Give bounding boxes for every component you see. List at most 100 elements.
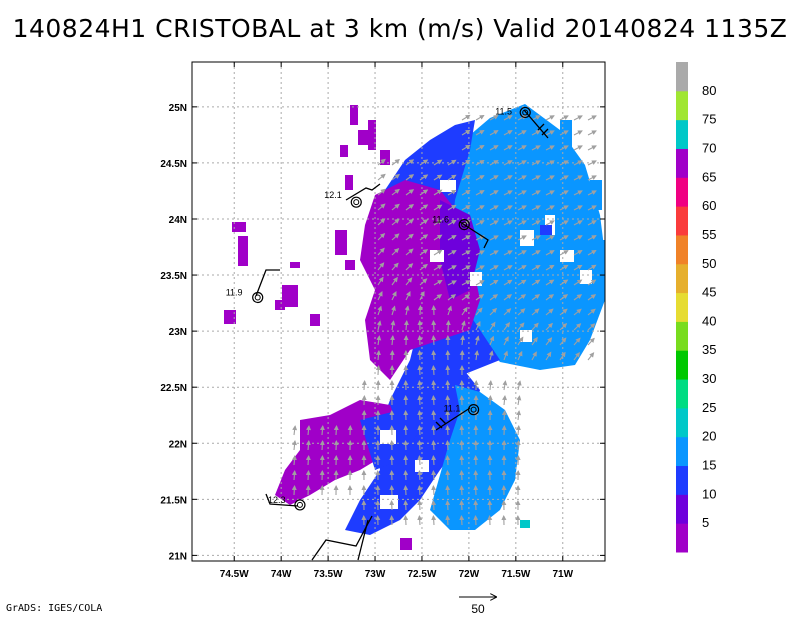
wind-vector <box>517 220 527 226</box>
wind-vector <box>487 380 493 391</box>
wind-vector <box>417 470 423 481</box>
wind-vector <box>559 115 569 121</box>
wind-vector <box>417 410 423 421</box>
lat-tick-label: 21.5N <box>160 495 187 506</box>
wind-vector <box>531 279 541 286</box>
colorbar-swatch <box>676 523 688 553</box>
wind-vector <box>559 250 569 256</box>
wind-vector <box>489 279 499 286</box>
wind-gap-7 <box>380 430 396 444</box>
wind-vector <box>433 279 443 286</box>
reference-vector-label: 50 <box>471 602 485 616</box>
wind-vector <box>545 205 555 211</box>
station-marker <box>294 499 306 511</box>
colorbar-swatch <box>676 206 688 236</box>
wind-vector <box>587 190 597 196</box>
wind-vector <box>503 115 513 121</box>
wind-vector <box>545 351 552 361</box>
wind-vector <box>545 160 555 166</box>
wind-vector <box>489 175 499 181</box>
wind-gap-4 <box>560 250 574 262</box>
wind-vector <box>531 322 539 331</box>
wind-vector <box>531 336 538 346</box>
wind-cell-8 <box>232 222 246 232</box>
axis-ticks: 74.5W 74W 73.5W 73W 72.5W 72W 71.5W 71W 21N 21.5N… <box>160 62 605 580</box>
wind-vector <box>405 291 411 301</box>
wind-vector <box>376 350 381 361</box>
lon-tick-label: 71W <box>552 569 573 580</box>
wind-vector <box>377 247 385 256</box>
wind-vector <box>545 235 555 241</box>
station-markers: 11.5 12.1 11.6 11.9 11.1 12.3 <box>226 106 531 511</box>
wind-vector <box>545 175 555 181</box>
wind-cell-lc1 <box>520 520 530 528</box>
lat-tick-label: 24N <box>169 215 187 226</box>
wind-vector <box>377 291 383 301</box>
wind-vector <box>489 235 499 241</box>
wind-vector <box>445 410 451 421</box>
wind-vector <box>461 174 471 181</box>
barb-5-flag2 <box>435 421 443 429</box>
wind-vector <box>292 440 298 451</box>
wind-vector <box>489 130 499 136</box>
wind-vector <box>573 337 581 346</box>
station-marker <box>467 404 480 416</box>
wind-vector <box>391 262 399 271</box>
wind-vector <box>445 395 451 406</box>
wind-vector <box>461 129 471 136</box>
colorbar-label: 50 <box>702 256 716 271</box>
wind-vector <box>587 308 596 316</box>
wind-vector <box>517 250 527 256</box>
wind-vector <box>573 323 582 331</box>
wind-vector <box>431 320 437 331</box>
wind-cell-9 <box>238 236 248 266</box>
wind-vector <box>377 233 386 241</box>
wind-vector <box>559 351 566 361</box>
wind-vector <box>517 322 525 331</box>
wind-vector <box>417 515 423 526</box>
wind-vector <box>391 203 400 211</box>
wind-vector <box>517 115 527 121</box>
wind-vector <box>404 305 410 316</box>
wind-vector <box>391 291 397 301</box>
wind-cell-11 <box>275 300 285 310</box>
lat-tick-label: 22N <box>169 439 187 450</box>
colorbar-swatch <box>676 148 688 178</box>
lat-tick-label: 22.5N <box>160 383 187 394</box>
wind-vector <box>447 305 452 316</box>
station-marker-inner <box>461 221 468 228</box>
wind-vector <box>419 278 428 286</box>
wind-vector <box>489 220 499 226</box>
wind-vector <box>433 174 443 181</box>
wind-vector <box>375 365 381 376</box>
wind-vector <box>433 234 443 241</box>
wind-vector <box>587 264 597 271</box>
lon-tick-label: 72W <box>459 569 480 580</box>
wind-vector <box>403 500 409 511</box>
wind-vector <box>573 264 583 271</box>
wind-vector <box>305 470 311 481</box>
wind-vector <box>475 321 481 331</box>
wind-vector <box>503 205 513 211</box>
wind-vector <box>531 308 540 316</box>
wind-vector <box>391 248 400 256</box>
wind-vector <box>545 250 555 256</box>
colorbar-swatch <box>676 119 688 149</box>
colorbar-swatch <box>676 263 688 294</box>
wind-vector <box>489 115 499 121</box>
wind-vector <box>433 204 443 211</box>
wind-vector <box>489 307 498 316</box>
colorbar-label: 30 <box>702 371 716 386</box>
colorbar-label: 65 <box>702 169 716 184</box>
wind-vector <box>433 294 443 301</box>
lon-tick-label: 74.5W <box>220 569 249 580</box>
wind-vector <box>545 190 555 196</box>
wind-vector <box>559 322 568 331</box>
wind-vector <box>417 455 423 466</box>
wind-vector <box>531 220 541 226</box>
wind-vector <box>489 335 495 346</box>
wind-vector <box>587 145 597 151</box>
wind-vector <box>531 235 541 241</box>
wind-vector <box>587 220 597 226</box>
